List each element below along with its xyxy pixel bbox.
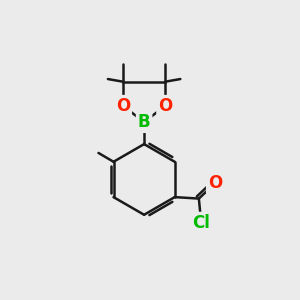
Text: Cl: Cl [192, 214, 210, 232]
Text: O: O [116, 97, 130, 115]
Text: O: O [158, 97, 172, 115]
Text: O: O [208, 174, 222, 192]
Text: B: B [138, 113, 150, 131]
